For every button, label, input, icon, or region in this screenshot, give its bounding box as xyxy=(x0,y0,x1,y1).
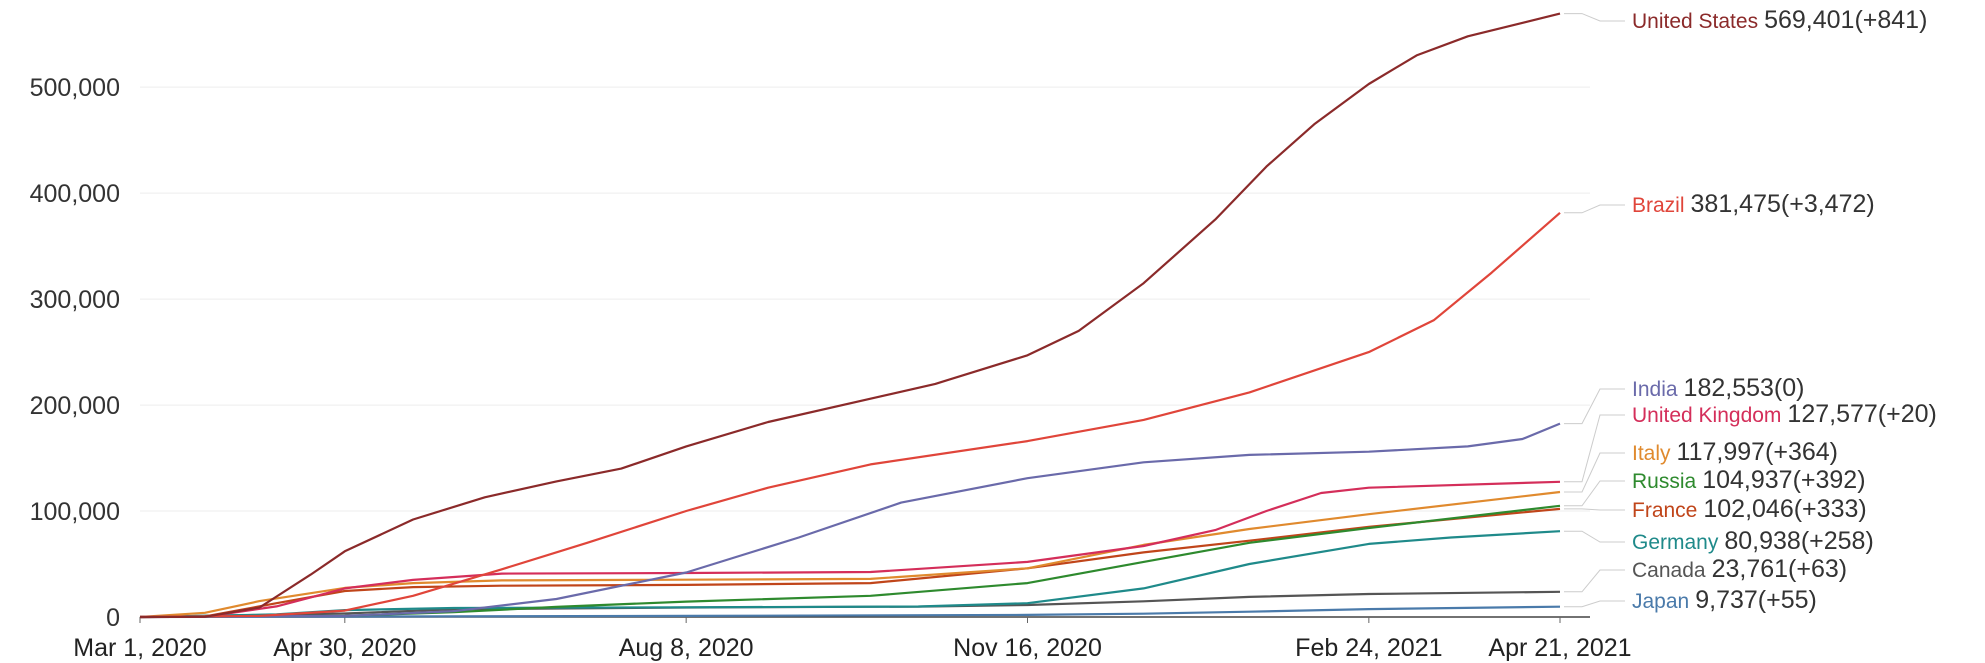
series-end-label: Brazil 381,475(+3,472) xyxy=(1632,190,1875,218)
leader-line xyxy=(1564,204,1625,214)
y-tick-label: 300,000 xyxy=(30,286,120,314)
leader-line xyxy=(1564,569,1625,593)
series-end-label: Russia 104,937(+392) xyxy=(1632,466,1866,494)
x-tick-label: Apr 21, 2021 xyxy=(1488,634,1631,662)
series-end-label: United States 569,401(+841) xyxy=(1632,6,1927,34)
series-line-russia xyxy=(139,504,1561,619)
series-end-label: Canada 23,761(+63) xyxy=(1632,555,1847,583)
series-final-value: 381,475 xyxy=(1691,190,1781,218)
series-final-value: 104,937 xyxy=(1702,466,1792,494)
leader-line xyxy=(1564,530,1625,543)
x-tick-label: Nov 16, 2020 xyxy=(953,634,1102,662)
series-daily-change: (+258) xyxy=(1801,527,1874,555)
leader-line xyxy=(1564,508,1625,511)
series-line-india xyxy=(139,422,1561,619)
series-final-value: 9,737 xyxy=(1695,586,1758,614)
series-line-united-kingdom xyxy=(139,480,1561,619)
series-daily-change: (+20) xyxy=(1878,400,1937,428)
series-daily-change: (+55) xyxy=(1758,586,1817,614)
series-name: France xyxy=(1632,499,1697,522)
y-tick-label: 200,000 xyxy=(30,392,120,420)
series-name: Russia xyxy=(1632,470,1697,493)
series-name: Canada xyxy=(1632,559,1706,582)
end-labels: United States 569,401(+841)Brazil 381,475(… xyxy=(1564,6,1937,614)
series-final-value: 80,938 xyxy=(1724,527,1800,555)
series-final-value: 117,997 xyxy=(1677,438,1766,466)
x-tick-label: Feb 24, 2021 xyxy=(1295,634,1442,662)
series-final-value: 182,553 xyxy=(1684,374,1774,402)
leader-line xyxy=(1564,414,1625,483)
series-final-value: 569,401 xyxy=(1764,6,1854,34)
series-daily-change: (+841) xyxy=(1854,6,1927,34)
series-name: Italy xyxy=(1632,442,1671,465)
y-tick-label: 500,000 xyxy=(30,74,120,102)
series-lines xyxy=(139,12,1561,619)
series-final-value: 102,046 xyxy=(1703,495,1793,523)
series-name: Brazil xyxy=(1632,194,1685,217)
x-axis: Mar 1, 2020 Apr 30, 2020 Aug 8, 2020 Nov 16… xyxy=(73,617,1632,662)
y-axis: 0 100,000 200,000 300,000 400,000 500,000 xyxy=(30,74,120,632)
series-daily-change: (+3,472) xyxy=(1781,190,1875,218)
leader-line xyxy=(1564,388,1625,425)
series-name: Japan xyxy=(1632,590,1689,613)
x-tick-label: Mar 1, 2020 xyxy=(73,634,206,662)
series-line-italy xyxy=(139,490,1561,619)
series-line-germany xyxy=(139,530,1561,619)
series-name: United Kingdom xyxy=(1632,404,1781,427)
leader-line xyxy=(1564,452,1625,493)
series-end-label: Italy 117,997(+364) xyxy=(1632,438,1838,466)
series-daily-change: (0) xyxy=(1774,374,1805,402)
leader-line xyxy=(1564,13,1625,22)
series-end-label: United Kingdom 127,577(+20) xyxy=(1632,400,1937,428)
leader-line xyxy=(1564,600,1625,608)
series-daily-change: (+364) xyxy=(1765,438,1838,466)
series-line-france xyxy=(139,507,1561,619)
y-tick-label: 100,000 xyxy=(30,498,120,526)
series-end-label: India 182,553(0) xyxy=(1632,374,1804,402)
series-line-japan xyxy=(139,605,1561,619)
series-name: India xyxy=(1632,378,1678,401)
series-daily-change: (+333) xyxy=(1794,495,1867,523)
series-daily-change: (+63) xyxy=(1788,555,1847,583)
series-name: Germany xyxy=(1632,531,1719,554)
series-line-brazil xyxy=(139,211,1561,619)
y-tick-label: 400,000 xyxy=(30,180,120,208)
leader-line xyxy=(1564,480,1625,507)
series-end-label: Japan 9,737(+55) xyxy=(1632,586,1817,614)
series-name: United States xyxy=(1632,10,1758,33)
series-end-label: France 102,046(+333) xyxy=(1632,495,1867,523)
x-tick-label: Apr 30, 2020 xyxy=(273,634,416,662)
grid-lines xyxy=(140,86,1590,618)
series-final-value: 127,577 xyxy=(1787,400,1877,428)
y-tick-label: 0 xyxy=(106,604,120,632)
series-final-value: 23,761 xyxy=(1712,555,1788,583)
series-end-label: Germany 80,938(+258) xyxy=(1632,527,1874,555)
series-daily-change: (+392) xyxy=(1793,466,1866,494)
x-tick-label: Aug 8, 2020 xyxy=(619,634,754,662)
series-line-united-states xyxy=(139,12,1561,619)
